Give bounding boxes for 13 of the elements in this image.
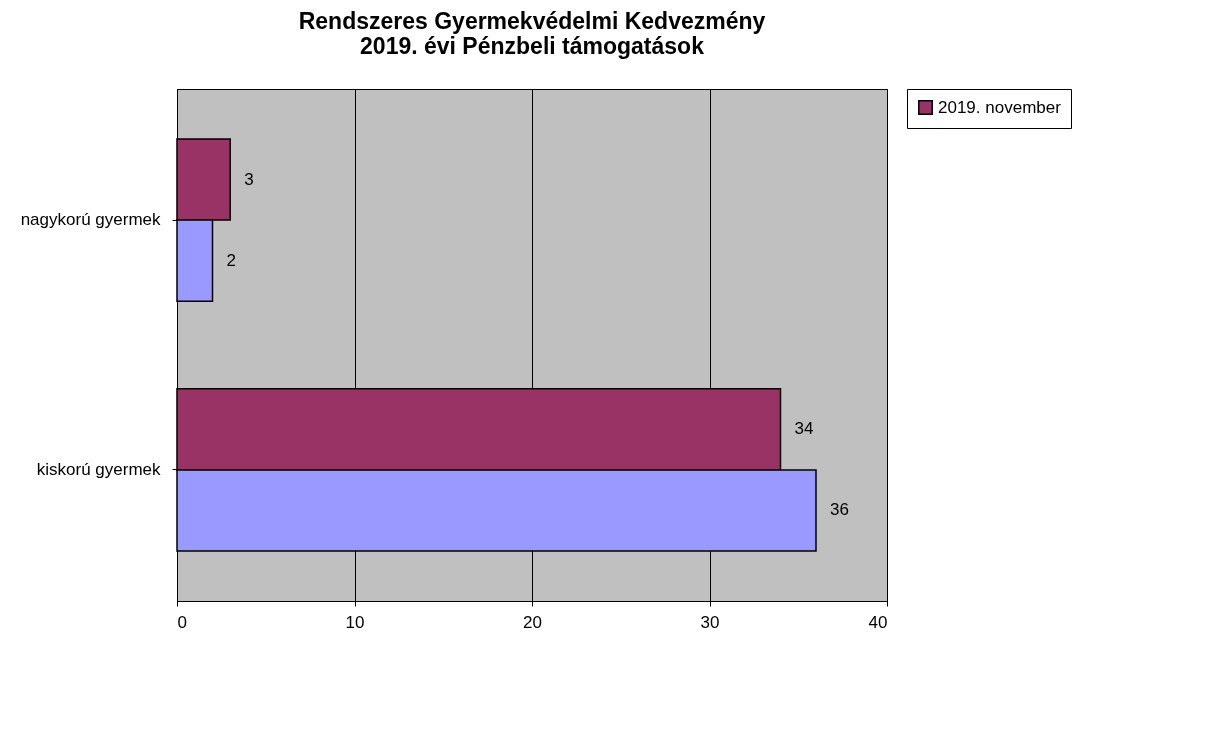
x-tick-label: 0 (177, 612, 187, 632)
x-tick-label: 20 (523, 612, 542, 632)
x-tick-label: 10 (345, 612, 365, 632)
data-label: 2 (226, 250, 236, 270)
y-tick-label: kiskorú gyermek (36, 459, 161, 479)
text: Rendszeres Gyermekvédelmi Kedvezmény (298, 7, 766, 34)
x-tick-label: 30 (700, 612, 720, 632)
data-label: 36 (830, 500, 849, 520)
legend-label: 2019. november (938, 97, 1062, 117)
data-label: 34 (794, 419, 814, 439)
data-label: 3 (244, 169, 254, 189)
x-tick-label: 40 (868, 612, 888, 632)
y-tick-label: nagykorú gyermek (20, 210, 161, 230)
